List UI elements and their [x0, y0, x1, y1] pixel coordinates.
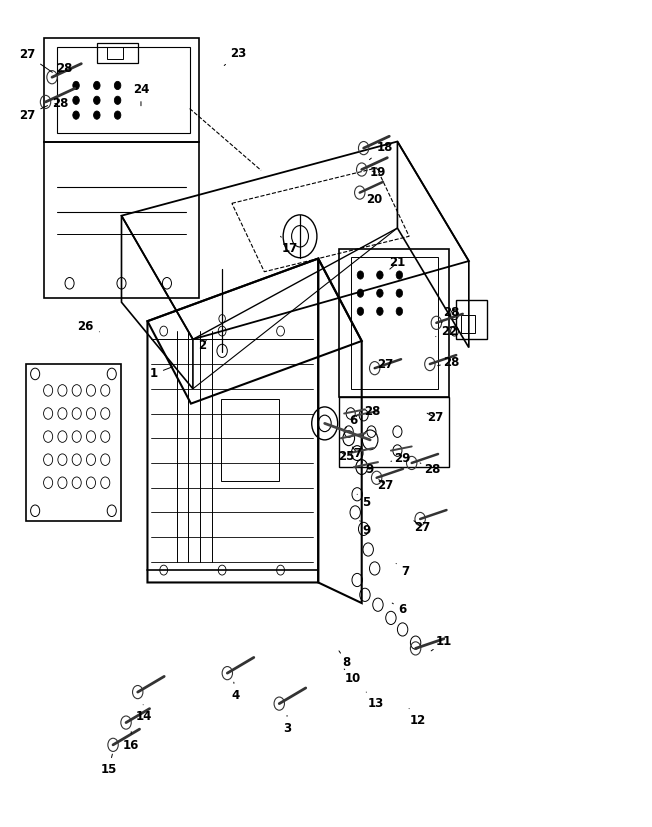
Text: 7: 7: [396, 563, 409, 578]
Text: 6: 6: [393, 603, 407, 616]
Circle shape: [396, 289, 402, 297]
Circle shape: [377, 289, 383, 297]
Text: 9: 9: [360, 521, 370, 537]
Text: 10: 10: [344, 669, 361, 686]
Text: 27: 27: [19, 49, 52, 72]
Text: 21: 21: [389, 256, 406, 269]
Text: 5: 5: [357, 495, 370, 509]
Text: 27: 27: [378, 479, 394, 492]
Text: 28: 28: [56, 63, 72, 75]
Circle shape: [73, 96, 80, 104]
Circle shape: [377, 307, 383, 315]
Text: 1: 1: [150, 366, 173, 380]
Text: 26: 26: [78, 320, 99, 333]
Circle shape: [357, 289, 364, 297]
Circle shape: [94, 96, 100, 104]
Text: 6: 6: [346, 414, 357, 428]
Text: 28: 28: [52, 97, 68, 110]
Text: 16: 16: [123, 732, 140, 753]
Text: 14: 14: [136, 705, 153, 724]
Text: 4: 4: [231, 682, 239, 702]
Bar: [97, 43, 138, 63]
Text: 29: 29: [391, 452, 411, 466]
Bar: [221, 399, 279, 481]
Circle shape: [114, 81, 121, 89]
Circle shape: [94, 111, 100, 119]
Text: 23: 23: [224, 47, 246, 65]
Circle shape: [396, 307, 402, 315]
Circle shape: [94, 81, 100, 89]
Circle shape: [357, 307, 364, 315]
Bar: [461, 314, 475, 332]
Bar: [106, 46, 123, 59]
Text: 27: 27: [19, 106, 48, 122]
Text: 19: 19: [370, 166, 386, 179]
Circle shape: [73, 81, 80, 89]
Circle shape: [377, 271, 383, 280]
Text: 17: 17: [280, 237, 299, 256]
Circle shape: [114, 96, 121, 104]
Text: 27: 27: [414, 521, 430, 533]
Text: 7: 7: [352, 447, 361, 460]
Text: 2: 2: [199, 339, 207, 352]
Circle shape: [357, 271, 364, 280]
Circle shape: [396, 271, 402, 280]
Text: 13: 13: [366, 692, 384, 710]
Text: 28: 28: [437, 356, 460, 369]
Text: 20: 20: [366, 193, 383, 206]
Text: 9: 9: [362, 461, 374, 476]
Text: 24: 24: [133, 83, 149, 106]
Text: 27: 27: [427, 411, 443, 424]
Text: 18: 18: [370, 141, 393, 160]
Bar: [456, 299, 487, 339]
Text: 22: 22: [436, 324, 458, 337]
Text: 8: 8: [339, 651, 351, 669]
Text: 28: 28: [420, 463, 440, 476]
Text: 3: 3: [283, 715, 291, 735]
Text: 28: 28: [441, 307, 460, 323]
Text: 15: 15: [100, 754, 117, 776]
Circle shape: [73, 111, 80, 119]
Text: 12: 12: [409, 709, 426, 727]
Text: 25: 25: [338, 450, 355, 463]
Text: 11: 11: [431, 635, 452, 651]
Text: 28: 28: [364, 405, 381, 418]
Text: 27: 27: [375, 357, 394, 370]
Circle shape: [114, 111, 121, 119]
